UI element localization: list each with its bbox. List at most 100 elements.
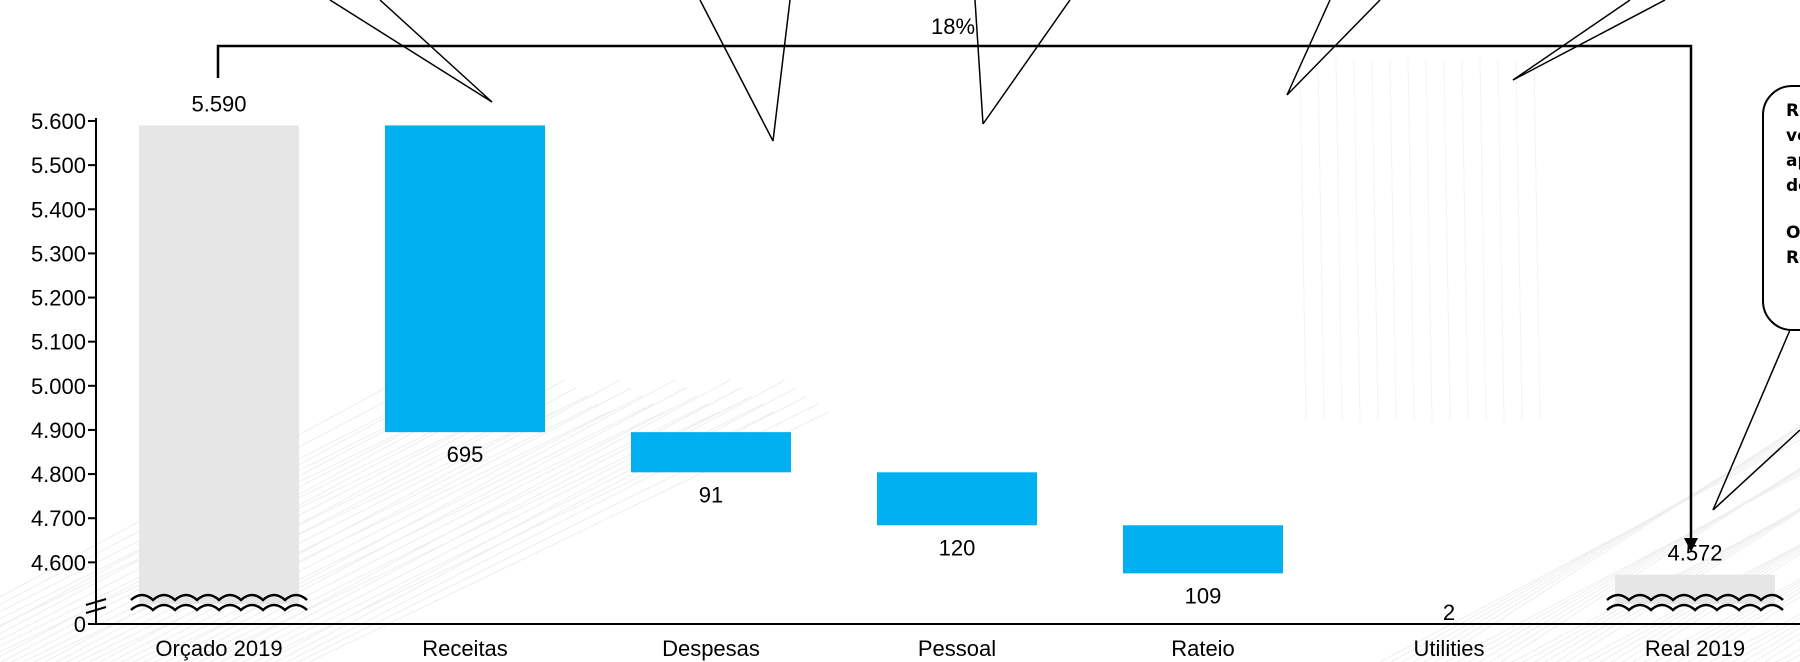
texture-line (1401, 432, 1800, 662)
texture-line (1676, 587, 1800, 662)
texture-line (165, 387, 687, 662)
labels: 0 4.600 4.700 4.800 4.900 5.000 5.100 5.200 5.30… (31, 91, 1745, 661)
bracket-label: 18% (931, 14, 975, 39)
texture-line (1353, 59, 1361, 421)
texture-line (66, 395, 588, 662)
bars (139, 125, 1775, 605)
pointer-line (982, 0, 1071, 125)
category-label: Utilities (1414, 636, 1485, 661)
pointer-line (974, 0, 984, 125)
texture-line (1434, 425, 1800, 662)
value-label: 695 (447, 442, 484, 467)
value-label: 109 (1185, 583, 1222, 608)
bar-delta (1123, 525, 1283, 574)
percent-bracket: 18% (216, 10, 1698, 552)
pointer-line (1712, 329, 1791, 511)
y-tick-label: 0 (74, 612, 86, 637)
pointer-line (1712, 429, 1800, 511)
texture-line (1687, 591, 1800, 662)
texture-line (1489, 468, 1800, 662)
y-tick-label: 4.600 (31, 550, 86, 575)
pointer-line (1512, 0, 1666, 81)
bracket-arrowhead (1684, 538, 1698, 552)
pointer-line (379, 0, 493, 103)
texture-line (1335, 59, 1343, 421)
callout-gap (1786, 199, 1800, 221)
texture-line (1610, 548, 1800, 662)
texture-line (209, 379, 731, 662)
bar-delta (385, 125, 545, 433)
bar-delta (877, 472, 1037, 526)
texture-line (1461, 59, 1469, 421)
y-tick-label: 4.800 (31, 462, 86, 487)
texture-line (1389, 59, 1397, 421)
callout-text: Res ver apr dez Orç Rea (1786, 99, 1800, 271)
texture-line (1478, 468, 1800, 662)
bar-break-zigzag (1606, 603, 1784, 612)
bar-break-zigzag (130, 603, 308, 612)
callout-line: Res (1786, 101, 1800, 121)
value-label: 4.572 (1667, 541, 1722, 566)
texture-line (1555, 509, 1800, 662)
category-label: Orçado 2019 (155, 636, 282, 661)
callout-line: apr (1786, 151, 1800, 171)
pointer-line (772, 0, 791, 142)
bar-total (139, 125, 299, 605)
texture-line (1407, 59, 1415, 421)
value-label: 91 (699, 482, 723, 507)
category-label: Pessoal (918, 636, 996, 661)
pointer-line (1512, 0, 1631, 81)
category-label: Receitas (422, 636, 508, 661)
texture-line (154, 379, 676, 662)
texture-line (121, 395, 643, 662)
bar-break-zigzag (1606, 593, 1784, 602)
bracket-line (216, 44, 1693, 540)
texture-line (1299, 59, 1307, 421)
texture-line (1467, 470, 1800, 662)
texture-line (1665, 584, 1800, 662)
y-axis-break-mark (85, 606, 107, 614)
texture-line (1443, 59, 1451, 421)
axes (85, 118, 1800, 625)
bar-delta (631, 432, 791, 473)
texture-line (176, 395, 698, 662)
y-tick-label: 5.300 (31, 241, 86, 266)
value-label: 5.590 (191, 91, 246, 116)
bracket-label-bg (925, 10, 975, 40)
category-label: Real 2019 (1645, 636, 1745, 661)
callout-line: dez (1786, 176, 1800, 196)
texture-line (1371, 59, 1379, 421)
texture-line (1317, 59, 1325, 421)
texture-line (1621, 550, 1800, 662)
y-axis-break-mark (85, 598, 107, 606)
callout-box: Res ver apr dez Orç Rea (1762, 85, 1800, 331)
pointer-line (1286, 0, 1381, 96)
y-tick-label: 5.400 (31, 197, 86, 222)
texture-line (1533, 59, 1541, 421)
texture-line (1566, 510, 1800, 662)
y-tick-label: 5.600 (31, 109, 86, 134)
texture-line (1500, 467, 1800, 662)
value-label: 120 (939, 535, 976, 560)
value-label: 2 (1443, 600, 1455, 625)
axis-breaks (130, 593, 1784, 612)
y-tick-label: 5.500 (31, 153, 86, 178)
y-tick-label: 5.100 (31, 330, 86, 355)
pointer-line (699, 0, 774, 142)
texture-line (1412, 429, 1800, 662)
decorative-lines (329, 0, 1800, 511)
texture-line (1515, 59, 1523, 421)
texture-line (1632, 553, 1800, 662)
y-tick-label: 4.900 (31, 418, 86, 443)
texture-line (1698, 595, 1800, 662)
texture-line (55, 387, 577, 662)
texture-line (1533, 508, 1800, 662)
texture-line (1599, 546, 1800, 662)
texture-line (1423, 426, 1800, 662)
bar-break-zigzag (130, 593, 308, 602)
callout-line: ver (1786, 126, 1800, 146)
texture-line (110, 387, 632, 662)
y-tick-label: 5.000 (31, 374, 86, 399)
pointer-line (1286, 0, 1331, 96)
callout-line: Orç (1786, 223, 1800, 243)
